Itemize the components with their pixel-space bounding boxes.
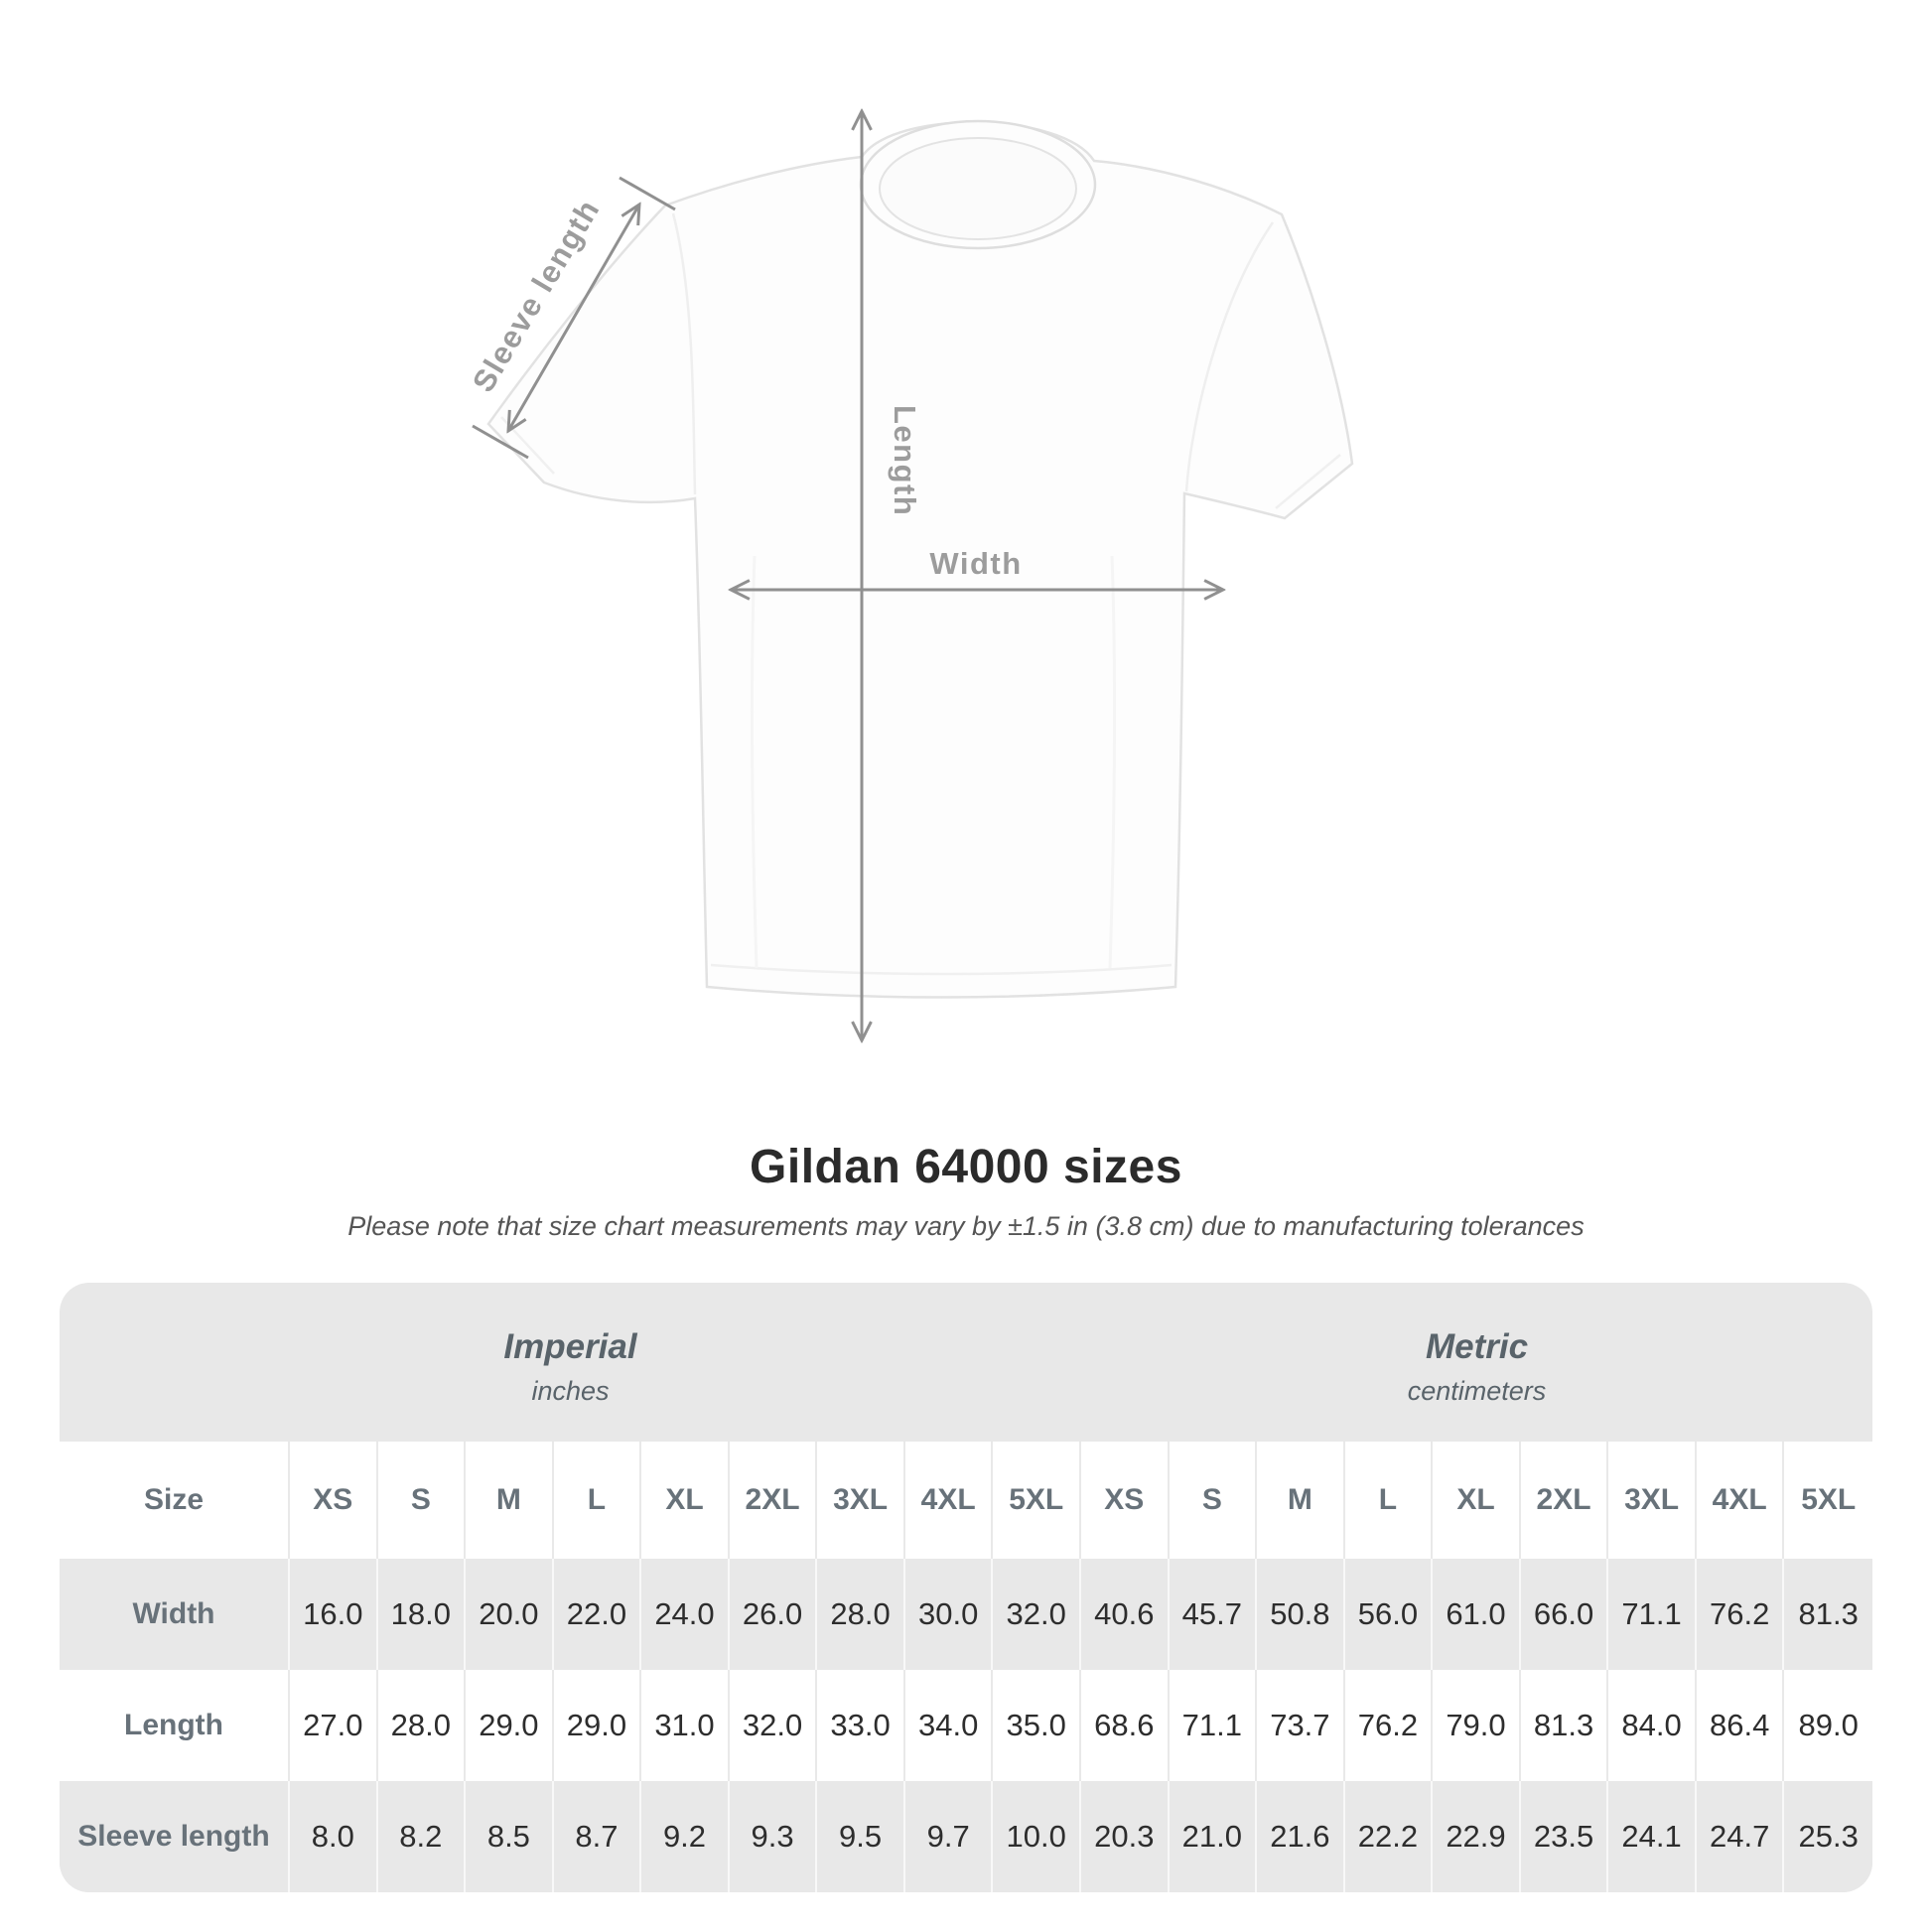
value-cell: 22.0 [554,1559,642,1670]
value-cell: 16.0 [290,1559,378,1670]
value-cell: 22.2 [1345,1781,1434,1892]
metric-group-header: Metric centimeters [1081,1283,1872,1442]
tshirt-illustration [486,119,1354,999]
value-cell: 32.0 [993,1559,1081,1670]
value-cell: 76.2 [1345,1670,1434,1781]
value-cell: 23.5 [1521,1781,1609,1892]
value-cell: 71.1 [1608,1559,1697,1670]
collar-inner [879,137,1077,240]
value-cell: 21.6 [1257,1781,1345,1892]
size-header: L [554,1442,642,1559]
size-column-header: Size [60,1442,290,1559]
size-header: XL [641,1442,730,1559]
value-cell: 50.8 [1257,1559,1345,1670]
value-cell: 34.0 [905,1670,994,1781]
value-cell: 26.0 [730,1559,818,1670]
value-cell: 24.0 [641,1559,730,1670]
size-header: 5XL [1801,1483,1857,1516]
size-header: M [1257,1442,1345,1559]
value-cell: 29.0 [466,1670,554,1781]
unit-group-row: Imperial inches Metric centimeters [60,1283,1872,1442]
value-cell: 32.0 [730,1670,818,1781]
value-cell: 76.2 [1697,1559,1785,1670]
row-label: Sleeve length [60,1781,290,1892]
size-header: S [1170,1442,1258,1559]
value-cell: 8.0 [290,1781,378,1892]
value-cell: 79.0 [1433,1670,1521,1781]
value-cell: 21.0 [1170,1781,1258,1892]
size-header: 5XL [993,1442,1081,1559]
page-subtitle: Please note that size chart measurements… [347,1211,1585,1241]
size-header: S [378,1442,467,1559]
size-header: 2XL [1521,1442,1609,1559]
size-header: 4XL [905,1442,994,1559]
size-header: L [1345,1442,1434,1559]
size-header: 3XL [817,1442,905,1559]
value-cell: 9.2 [641,1781,730,1892]
value-cell: 30.0 [905,1559,994,1670]
value-cell: 40.6 [1081,1559,1170,1670]
value-cell: 24.1 [1608,1781,1697,1892]
value-cell: 89.0 [1798,1708,1859,1742]
imperial-group-header: Imperial inches [60,1283,1081,1442]
value-cell: 45.7 [1170,1559,1258,1670]
value-cell: 29.0 [554,1670,642,1781]
row-label: Length [60,1670,290,1781]
sleeve-length-row: Sleeve length 8.0 8.2 8.5 8.7 9.2 9.3 9.… [60,1781,1872,1892]
size-header: 3XL [1608,1442,1697,1559]
metric-group-title: Metric [1425,1327,1529,1366]
value-cell: 68.6 [1081,1670,1170,1781]
imperial-group-title: Imperial [503,1327,637,1366]
size-header-row: Size XS S M L XL 2XL 3XL 4XL 5XL XS S M … [60,1442,1872,1559]
value-cell: 35.0 [993,1670,1081,1781]
value-cell: 84.0 [1608,1670,1697,1781]
size-table: Imperial inches Metric centimeters Size … [60,1283,1872,1892]
value-cell: 81.3 [1798,1596,1859,1631]
metric-group-unit: centimeters [1407,1376,1547,1406]
value-cell: 73.7 [1257,1670,1345,1781]
width-row: Width 16.0 18.0 20.0 22.0 24.0 26.0 28.0… [60,1559,1872,1670]
value-cell: 9.5 [817,1781,905,1892]
value-cell: 28.0 [817,1559,905,1670]
value-cell: 25.3 [1798,1819,1859,1854]
value-cell: 8.5 [466,1781,554,1892]
size-header: XS [1081,1442,1170,1559]
length-row: Length 27.0 28.0 29.0 29.0 31.0 32.0 33.… [60,1670,1872,1781]
sleeve-length-arrow [472,176,676,460]
value-cell: 28.0 [378,1670,467,1781]
value-cell: 20.0 [466,1559,554,1670]
row-label: Width [60,1559,290,1670]
value-cell: 61.0 [1433,1559,1521,1670]
value-cell: 8.7 [554,1781,642,1892]
value-cell: 66.0 [1521,1559,1609,1670]
value-cell: 10.0 [993,1781,1081,1892]
value-cell: 22.9 [1433,1781,1521,1892]
value-cell: 18.0 [378,1559,467,1670]
imperial-group-unit: inches [531,1376,610,1406]
value-cell: 9.3 [730,1781,818,1892]
value-cell: 31.0 [641,1670,730,1781]
width-label: Width [929,546,1022,581]
size-header: XS [290,1442,378,1559]
size-header: XL [1433,1442,1521,1559]
value-cell: 20.3 [1081,1781,1170,1892]
value-cell: 27.0 [290,1670,378,1781]
value-cell: 71.1 [1170,1670,1258,1781]
length-label: Length [888,405,922,516]
page-title: Gildan 64000 sizes [750,1141,1182,1193]
size-header: M [466,1442,554,1559]
value-cell: 33.0 [817,1670,905,1781]
value-cell: 86.4 [1697,1670,1785,1781]
value-cell: 81.3 [1521,1670,1609,1781]
size-header: 2XL [730,1442,818,1559]
value-cell: 24.7 [1697,1781,1785,1892]
value-cell: 56.0 [1345,1559,1434,1670]
value-cell: 9.7 [905,1781,994,1892]
size-header: 4XL [1697,1442,1785,1559]
value-cell: 8.2 [378,1781,467,1892]
